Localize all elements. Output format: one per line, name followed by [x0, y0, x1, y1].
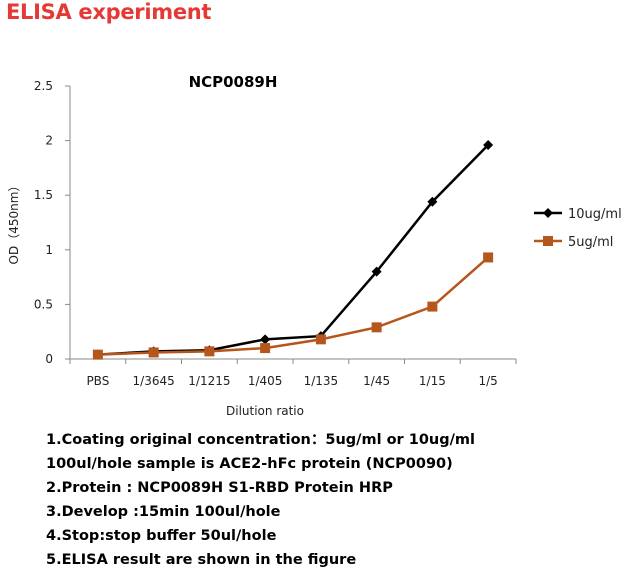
- x-tick-label: 1/405: [248, 374, 283, 388]
- legend-marker: [543, 236, 553, 246]
- data-point: [204, 346, 215, 357]
- note-line: 100ul/hole sample is ACE2-hFc protein (N…: [46, 456, 453, 472]
- x-tick-label: 1/5: [478, 374, 497, 388]
- y-tick-label: 1.5: [34, 188, 53, 202]
- series-line: [97, 256, 489, 356]
- data-point: [260, 334, 271, 345]
- data-point: [371, 322, 382, 333]
- y-tick-label: 0: [45, 352, 53, 366]
- chart: NCP0089H OD（450nm） Dilution ratio 0 0.5 1 1…: [7, 73, 622, 418]
- y-tick-label: 2: [45, 134, 53, 148]
- data-point: [483, 252, 494, 263]
- legend-label: 5ug/ml: [568, 235, 613, 250]
- note-line: 4.Stop:stop buffer 50ul/hole: [46, 528, 277, 544]
- data-point: [315, 334, 326, 345]
- data-point: [483, 139, 494, 150]
- notes: 1.Coating original concentration：5ug/ml …: [46, 428, 475, 572]
- data-point: [148, 347, 159, 358]
- data-point: [371, 266, 382, 277]
- note-line: 2.Protein : NCP0089H S1-RBD Protein HRP: [46, 480, 393, 496]
- data-point: [427, 301, 438, 312]
- x-tick-label: PBS: [86, 374, 109, 388]
- y-axis-label: OD（450nm）: [7, 180, 21, 265]
- x-tick-label: 1/3645: [133, 374, 175, 388]
- y-tick-label: 0.5: [34, 297, 53, 311]
- y-tick-label: 1: [45, 243, 53, 257]
- x-axis-label: Dilution ratio: [226, 404, 304, 418]
- x-tick-label: 1/135: [304, 374, 339, 388]
- note-line: 1.Coating original concentration：5ug/ml …: [46, 432, 476, 448]
- page-title: ELISA experiment: [6, 0, 212, 24]
- legend-marker: [543, 208, 553, 218]
- chart-title: NCP0089H: [189, 73, 278, 91]
- x-tick-label: 1/45: [363, 374, 390, 388]
- data-point: [92, 349, 103, 360]
- y-tick-label: 2.5: [34, 79, 53, 93]
- x-tick-label: 1/15: [419, 374, 446, 388]
- legend-label: 10ug/ml: [568, 207, 622, 222]
- series-line: [97, 144, 490, 356]
- note-line: 3.Develop :15min 100ul/hole: [46, 504, 281, 520]
- note-line: 5.ELISA result are shown in the figure: [46, 552, 357, 568]
- x-tick-label: 1/1215: [188, 374, 230, 388]
- data-point: [427, 196, 438, 207]
- data-point: [260, 343, 271, 354]
